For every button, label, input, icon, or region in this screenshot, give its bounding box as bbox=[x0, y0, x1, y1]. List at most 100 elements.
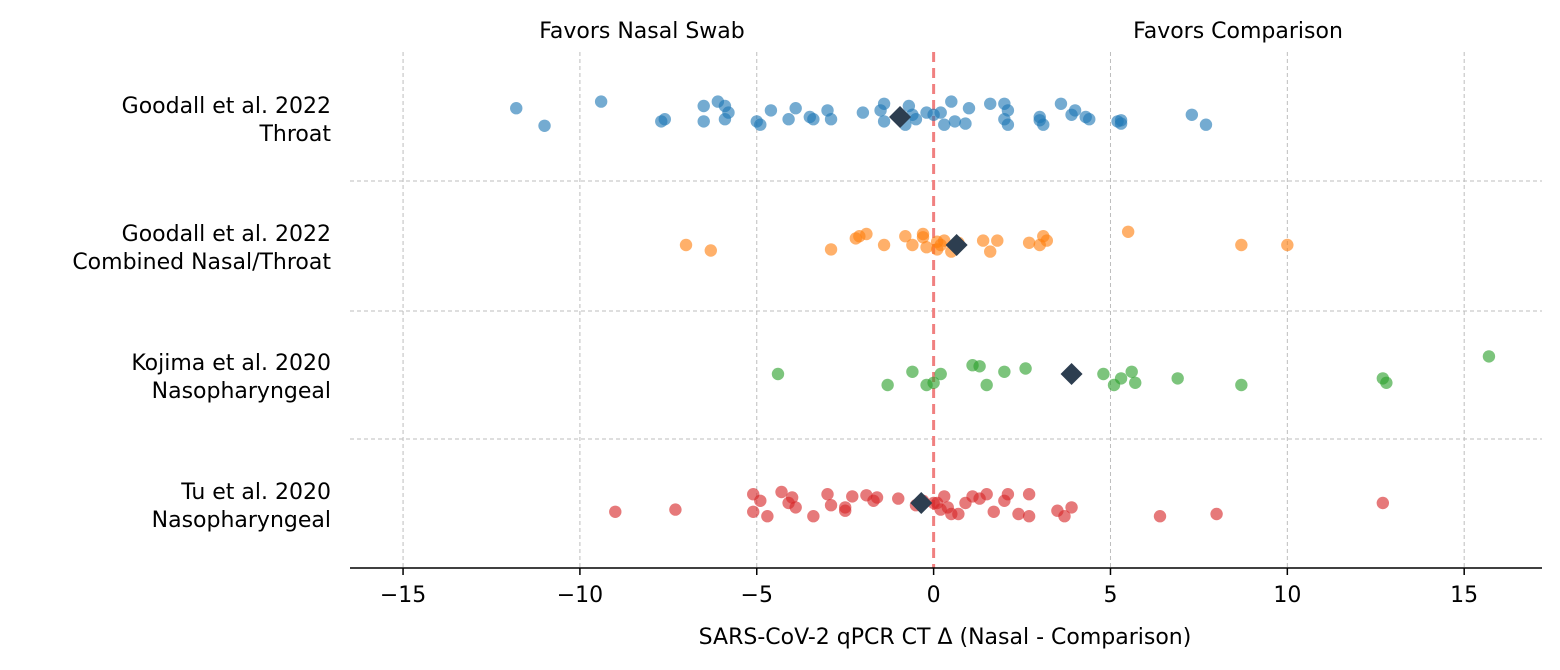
point-s0-30 bbox=[938, 118, 951, 131]
point-s2-16 bbox=[1171, 372, 1184, 385]
mean-diamond-3 bbox=[910, 492, 933, 514]
point-s0-5 bbox=[697, 99, 710, 113]
point-s3-41 bbox=[1065, 501, 1078, 514]
point-s1-10 bbox=[916, 231, 930, 244]
point-s3-19 bbox=[892, 492, 905, 505]
point-s3-10 bbox=[807, 510, 820, 523]
point-s2-10 bbox=[1019, 362, 1032, 375]
point-s2-1 bbox=[881, 378, 894, 392]
x-tick-label-6: 15 bbox=[1450, 583, 1478, 608]
point-s1-18 bbox=[976, 234, 990, 247]
row-label-2-line-1: Nasopharyngeal bbox=[152, 379, 331, 404]
point-s0-53 bbox=[1199, 118, 1213, 131]
point-s3-42 bbox=[1153, 510, 1167, 523]
point-s1-25 bbox=[1121, 225, 1135, 238]
point-s0-6 bbox=[697, 115, 710, 128]
point-s2-4 bbox=[927, 376, 940, 389]
mean-diamond-0 bbox=[889, 106, 912, 128]
point-s3-3 bbox=[747, 505, 760, 518]
point-s3-6 bbox=[775, 485, 788, 499]
point-s0-46 bbox=[1068, 104, 1082, 117]
mean-diamond-2 bbox=[1060, 363, 1083, 385]
point-s3-28 bbox=[952, 507, 965, 521]
point-s3-11 bbox=[821, 488, 834, 501]
point-s1-26 bbox=[1235, 238, 1248, 252]
point-s3-44 bbox=[1376, 496, 1390, 510]
point-s3-12 bbox=[824, 499, 838, 512]
point-s3-40 bbox=[1058, 510, 1071, 523]
point-s0-17 bbox=[807, 113, 820, 126]
point-s2-15 bbox=[1129, 376, 1142, 389]
point-s2-19 bbox=[1380, 376, 1393, 389]
point-s0-48 bbox=[1083, 113, 1096, 126]
point-s0-13 bbox=[764, 104, 778, 117]
point-s1-8 bbox=[906, 238, 919, 252]
row-labels: Goodall et al. 2022 Throat Goodall et al. … bbox=[72, 94, 331, 533]
point-s0-23 bbox=[877, 115, 891, 128]
point-s3-1 bbox=[669, 503, 682, 516]
point-s0-1 bbox=[538, 119, 551, 132]
row-label-0-line-0: Goodall et al. 2022 bbox=[122, 94, 331, 119]
point-s0-29 bbox=[945, 95, 958, 108]
point-s0-14 bbox=[782, 113, 795, 126]
point-s1-2 bbox=[824, 243, 838, 256]
point-s1-1 bbox=[704, 244, 717, 257]
point-s1-11 bbox=[920, 241, 933, 254]
row-label-3-line-1: Nasopharyngeal bbox=[152, 508, 331, 533]
point-s2-8 bbox=[980, 378, 993, 392]
point-s0-34 bbox=[959, 117, 972, 130]
point-s3-35 bbox=[1001, 488, 1015, 501]
point-s0-40 bbox=[1001, 118, 1015, 131]
point-s0-19 bbox=[824, 113, 838, 126]
x-tick-label-3: 0 bbox=[927, 583, 941, 608]
point-s2-13 bbox=[1114, 372, 1128, 385]
point-s2-7 bbox=[973, 360, 986, 373]
point-s2-5 bbox=[934, 367, 947, 381]
point-s2-0 bbox=[771, 367, 785, 381]
point-s1-0 bbox=[679, 238, 693, 252]
point-s3-8 bbox=[785, 491, 799, 504]
point-s2-20 bbox=[1482, 350, 1496, 363]
x-tick-label-4: 5 bbox=[1103, 583, 1117, 608]
vertical-gridlines bbox=[402, 52, 1465, 568]
point-s3-37 bbox=[1022, 510, 1036, 523]
point-s0-52 bbox=[1185, 108, 1199, 122]
point-s1-5 bbox=[860, 227, 873, 241]
point-s0-51 bbox=[1114, 114, 1128, 127]
point-s1-21 bbox=[1022, 236, 1036, 249]
point-s0-27 bbox=[909, 113, 923, 126]
row-label-0-line-1: Throat bbox=[258, 122, 331, 147]
x-ticks: −15 −10 −5 0 5 10 15 bbox=[380, 568, 1478, 608]
point-s3-38 bbox=[1022, 488, 1036, 501]
point-s0-20 bbox=[856, 106, 870, 119]
horizontal-separators bbox=[350, 180, 1542, 440]
point-s3-25 bbox=[938, 490, 951, 503]
point-s3-4 bbox=[754, 494, 767, 507]
point-s3-43 bbox=[1210, 507, 1223, 521]
point-s1-24 bbox=[1040, 234, 1054, 247]
x-tick-label-1: −10 bbox=[557, 583, 603, 608]
point-s2-17 bbox=[1235, 378, 1248, 392]
point-s1-7 bbox=[899, 230, 912, 243]
mean-markers bbox=[889, 106, 1083, 514]
point-s0-33 bbox=[948, 115, 962, 128]
row-label-1-line-0: Goodall et al. 2022 bbox=[122, 222, 331, 247]
row-label-1-line-1: Combined Nasal/Throat bbox=[72, 250, 331, 275]
point-s3-5 bbox=[761, 510, 774, 523]
point-s0-22 bbox=[877, 97, 891, 111]
point-s0-4 bbox=[658, 113, 672, 126]
point-s1-19 bbox=[984, 245, 997, 258]
point-s3-32 bbox=[980, 488, 993, 501]
data-points bbox=[510, 95, 1496, 523]
point-s3-18 bbox=[870, 491, 884, 504]
x-tick-label-0: −15 bbox=[380, 583, 426, 608]
point-s1-27 bbox=[1281, 238, 1294, 252]
point-s2-14 bbox=[1125, 365, 1138, 378]
annotation-favors-nasal: Favors Nasal Swab bbox=[539, 19, 745, 44]
row-label-3-line-0: Tu et al. 2020 bbox=[180, 480, 331, 505]
point-s2-2 bbox=[906, 365, 919, 378]
point-s0-10 bbox=[722, 106, 735, 119]
point-s0-0 bbox=[510, 102, 523, 115]
point-s0-12 bbox=[754, 118, 767, 131]
point-s3-15 bbox=[846, 490, 859, 503]
